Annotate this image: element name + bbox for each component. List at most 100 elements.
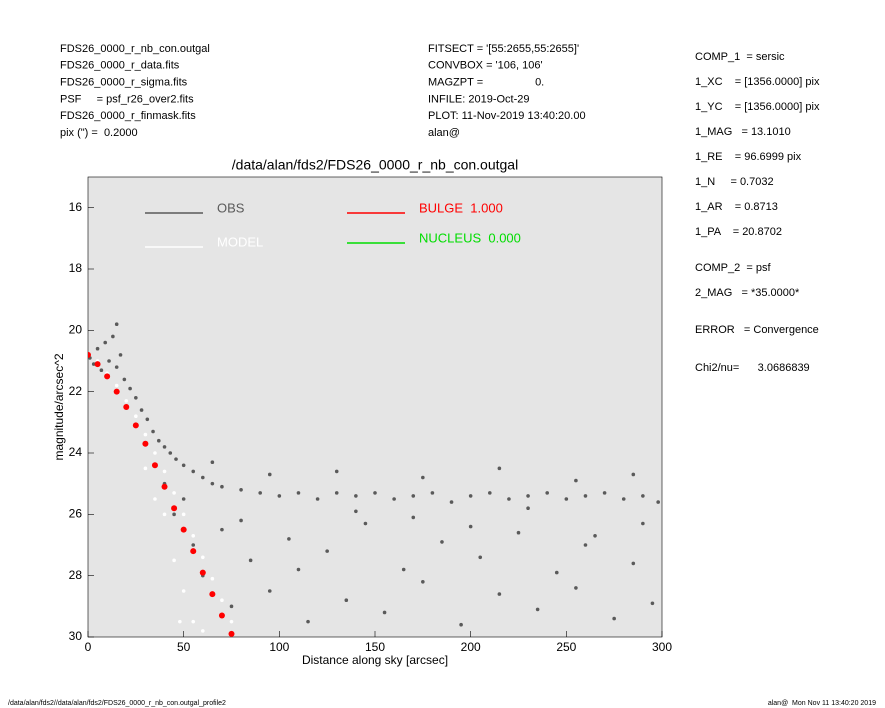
data-point [88,351,91,358]
data-point [122,377,127,382]
x-tick-label: 300 [652,640,672,654]
data-point [430,491,435,495]
data-point [631,561,636,566]
data-point [201,555,205,560]
param-info: 1_XC = [1356.0000] pix [695,76,820,88]
data-point [296,491,301,495]
data-point [114,322,119,327]
y-tick-label: 22 [69,384,83,398]
data-point [248,558,253,563]
legend-label: MODEL [217,234,263,249]
x-tick-label: 50 [177,640,191,654]
data-point [621,497,626,501]
data-point [287,537,291,541]
data-point [210,481,215,486]
data-point [421,580,425,584]
data-point [363,521,368,526]
data-point [641,521,645,526]
x-axis-label: Distance along sky [arcsec] [302,653,448,667]
data-point [593,534,597,538]
file-info: FDS26_0000_r_nb_con.outgal [60,43,210,55]
fit-info: MAGZPT = 0. [428,77,544,89]
data-point [134,396,138,400]
data-point [143,432,148,437]
data-point [239,518,243,523]
data-point [392,497,396,501]
x-tick-label: 200 [461,640,481,654]
data-point [210,460,215,465]
data-point [181,589,186,593]
data-point [111,334,115,339]
data-point [113,388,120,395]
data-point [526,494,530,498]
data-point [123,404,130,410]
data-point [201,629,205,633]
plot-area [87,176,663,638]
data-point [554,570,559,575]
data-point [277,494,282,498]
data-layer [88,322,660,637]
data-point [535,607,540,612]
data-point [220,484,224,489]
data-point [507,497,511,501]
file-info: FDS26_0000_r_sigma.fits [60,77,188,89]
y-tick-label: 18 [69,261,83,275]
data-point [564,497,569,501]
fit-info: alan@ [428,127,460,139]
chart-title: /data/alan/fds2/FDS26_0000_r_nb_con.outg… [232,157,518,173]
data-point [161,483,168,490]
y-tick-label: 30 [69,629,83,643]
param-info: 1_AR = 0.8713 [695,201,778,213]
data-point [488,491,492,495]
data-point [315,497,320,501]
data-point [181,512,186,517]
data-point [181,463,186,468]
data-point [411,494,416,498]
data-point [104,373,111,380]
data-point [171,505,178,512]
data-point [545,491,549,495]
y-tick-label: 28 [69,568,83,582]
data-point [334,469,339,474]
data-point [574,478,578,483]
data-point [354,494,358,498]
data-point [124,399,129,403]
data-point [114,365,119,369]
x-tick-label: 0 [85,640,92,654]
data-point [526,506,530,511]
data-point [497,466,502,471]
data-point [497,592,502,596]
data-point [181,497,186,501]
data-point [641,494,645,498]
data-point [153,451,157,455]
data-point [103,340,108,345]
file-info: FDS26_0000_r_finmask.fits [60,110,196,122]
data-point [132,422,139,429]
data-point [191,619,196,624]
data-point [583,543,588,547]
data-point [401,567,406,572]
data-point [631,472,636,477]
data-point [191,534,196,538]
footer-right: alan@ Mon Nov 11 13:40:20 2019 [768,700,876,707]
param-info: 1_YC = [1356.0000] pix [695,101,820,113]
data-point [325,549,329,553]
y-tick-label: 26 [69,507,83,521]
data-point [162,512,167,517]
data-point [258,491,263,495]
data-point [172,512,176,517]
x-tick-label: 100 [269,640,289,654]
data-point [153,497,157,501]
data-point [229,619,234,624]
legend-label: OBS [217,200,245,215]
data-point [459,622,463,627]
data-point [191,469,196,474]
param-info: 1_N = 0.7032 [695,176,774,188]
x-tick-label: 150 [365,640,385,654]
data-point [99,368,104,373]
y-tick-label: 16 [69,200,83,214]
file-info: pix (") = 0.2000 [60,127,138,139]
data-point [411,515,416,520]
data-point [468,524,473,529]
